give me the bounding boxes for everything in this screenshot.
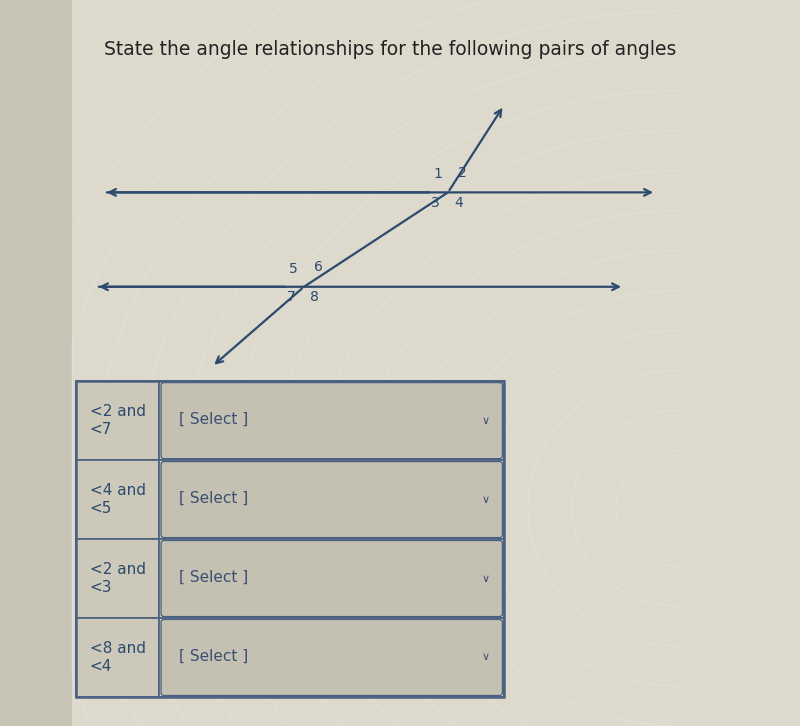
Text: <8 and
<4: <8 and <4 [90,640,146,674]
Text: 2: 2 [458,166,466,180]
Bar [76,381,504,697]
Bar [0,0,72,726]
Text: 4: 4 [454,196,462,210]
Text: ∨: ∨ [482,574,490,584]
FancyBboxPatch shape [161,383,502,459]
Bar [159,539,504,618]
Text: 3: 3 [431,196,440,210]
FancyBboxPatch shape [161,619,502,696]
Text: [ Select ]: [ Select ] [179,569,249,584]
Bar [159,460,504,539]
Text: <4 and
<5: <4 and <5 [90,483,146,516]
Text: 6: 6 [314,260,323,274]
Text: [ Select ]: [ Select ] [179,491,249,505]
Bar [76,539,159,618]
Text: 1: 1 [433,168,442,182]
Text: 8: 8 [310,290,319,304]
Bar [76,618,159,697]
Text: State the angle relationships for the following pairs of angles: State the angle relationships for the fo… [104,40,676,59]
Text: 7: 7 [287,290,296,304]
Text: ∨: ∨ [482,653,490,663]
Text: [ Select ]: [ Select ] [179,648,249,664]
Text: [ Select ]: [ Select ] [179,412,249,427]
Text: <2 and
<7: <2 and <7 [90,404,146,438]
Text: 5: 5 [290,262,298,276]
Bar [159,381,504,460]
Bar [159,618,504,697]
FancyBboxPatch shape [161,462,502,537]
Text: ∨: ∨ [482,494,490,505]
Text: ∨: ∨ [482,415,490,425]
FancyBboxPatch shape [161,540,502,616]
Bar [76,381,159,460]
Bar [76,460,159,539]
Text: <2 and
<3: <2 and <3 [90,562,146,595]
